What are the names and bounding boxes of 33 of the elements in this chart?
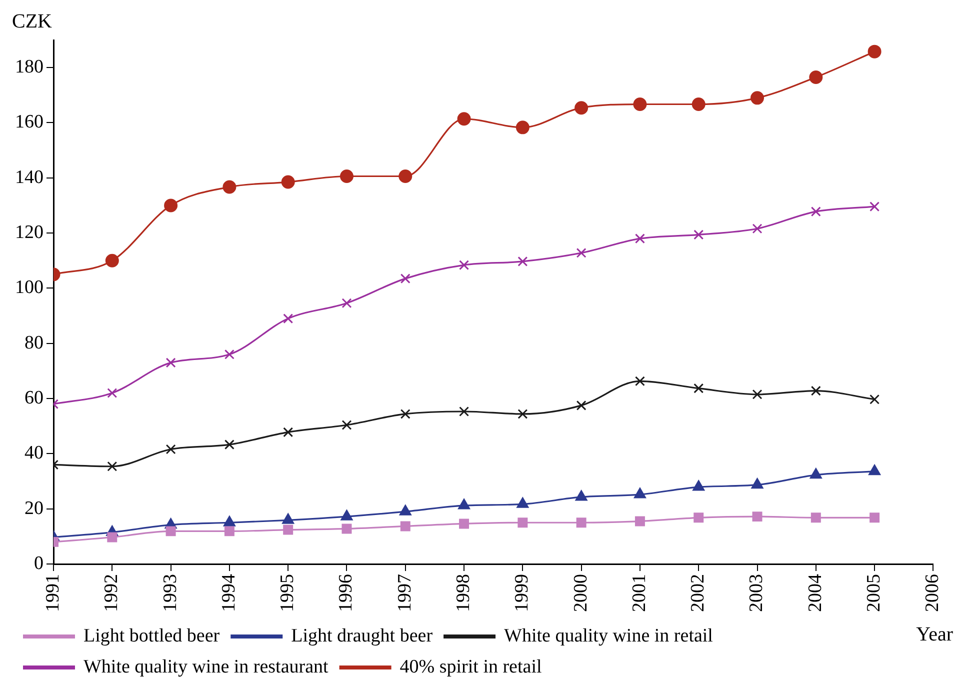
y-tick-label: 180	[15, 56, 44, 78]
x-tick-label: 2003	[746, 574, 768, 612]
legend-label: White quality wine in retail	[504, 625, 713, 646]
y-tick-label: 80	[24, 332, 44, 354]
legend-label: 40% spirit in retail	[400, 656, 542, 678]
x-tick-label: 2000	[570, 574, 592, 612]
y-tick-label: 60	[24, 388, 44, 409]
legend-label: White quality wine in restaurant	[84, 656, 330, 678]
x-tick-label: 1991	[42, 574, 64, 612]
y-tick-label: 120	[15, 222, 44, 244]
legend-label: Light draught beer	[291, 625, 434, 646]
x-tick-label: 1993	[160, 574, 181, 612]
x-tick-label: 1992	[101, 574, 122, 612]
x-tick-label: 1998	[453, 574, 474, 612]
x-tick-label: 1999	[512, 574, 533, 612]
x-tick-label: 2005	[864, 574, 885, 612]
x-axis-title: Year	[916, 623, 954, 646]
y-tick-label: 0	[34, 552, 44, 574]
x-tick-label: 1996	[336, 574, 357, 612]
y-tick-label: 100	[15, 277, 44, 298]
y-tick-label: 20	[24, 498, 44, 519]
legend-label: Light bottled beer	[84, 625, 220, 646]
x-tick-label: 2004	[804, 574, 826, 612]
x-tick-label: 2001	[628, 574, 650, 612]
y-axis-title: CZK	[12, 10, 53, 32]
y-tick-label: 160	[15, 112, 44, 133]
x-tick-label: 1994	[218, 574, 240, 612]
x-tick-label: 1997	[394, 574, 416, 612]
y-tick-label: 40	[24, 442, 44, 464]
x-tick-label: 1995	[277, 574, 298, 612]
y-tick-label: 140	[15, 166, 44, 188]
x-tick-label: 2006	[922, 574, 944, 612]
x-tick-label: 2002	[688, 574, 709, 612]
